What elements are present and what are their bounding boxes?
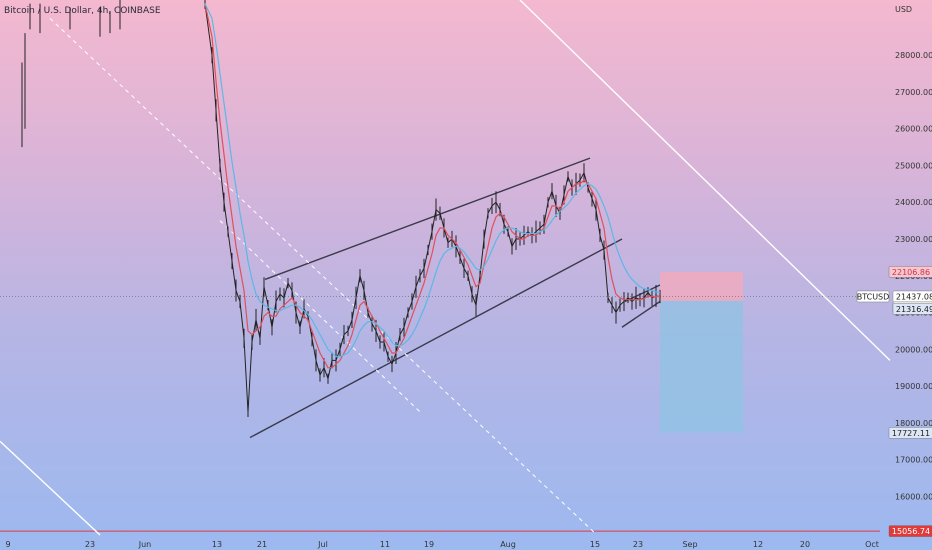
channel-lower-line <box>249 238 623 439</box>
time-tick-label: 13 <box>212 540 222 549</box>
price-tick-label: 19000.00 <box>895 382 932 391</box>
horizontal-line-label-bg <box>888 525 932 537</box>
white-trend-line-right <box>519 0 891 361</box>
slow-ma-line <box>204 3 661 358</box>
stop-price-label-text: 22106.86 <box>892 268 930 277</box>
white-dashed-line-2 <box>219 220 421 413</box>
time-tick-label: Jun <box>138 540 152 549</box>
price-tick-label: 27000.00 <box>895 88 932 97</box>
time-tick-label: Oct <box>865 540 879 549</box>
time-tick-label: 11 <box>380 540 390 549</box>
price-series-line <box>204 3 661 413</box>
symbol-label: BTCUSD <box>856 290 890 303</box>
target-price-label-bg <box>888 427 932 439</box>
time-tick-label: 21 <box>257 540 267 549</box>
price-axis-unit: USD <box>895 5 912 14</box>
wedge-upper-line <box>624 284 661 303</box>
entry-price-label-bg <box>892 303 932 315</box>
horizontal-line-label: 15056.74 <box>888 525 932 537</box>
time-tick-label: Sep <box>682 540 697 549</box>
time-tick-label: 23 <box>633 540 643 549</box>
time-tick-label: 12 <box>753 540 763 549</box>
price-tick-label: 25000.00 <box>895 161 932 170</box>
price-tick-label: 20000.00 <box>895 345 932 354</box>
time-tick-label: 15 <box>590 540 600 549</box>
entry-price-label-text: 21316.49 <box>896 305 932 314</box>
time-tick-label: Aug <box>500 540 516 549</box>
symbol-label-bg <box>856 290 890 303</box>
time-tick-label: Jul <box>317 540 328 549</box>
target-price-label-text: 17727.11 <box>892 429 930 438</box>
price-tick-label: 17000.00 <box>895 456 932 465</box>
stop-price-label-bg <box>888 266 932 278</box>
position-target-zone <box>660 300 743 433</box>
entry-price-label: 21316.49 <box>892 303 932 315</box>
stop-price-label: 22106.86 <box>888 266 932 278</box>
horizontal-line-label-text: 15056.74 <box>892 527 930 536</box>
symbol-label-text: BTCUSD <box>857 292 890 301</box>
time-tick-label: 20 <box>800 540 810 549</box>
current-price-label: 21437.08 <box>892 290 932 303</box>
wedge-lower-line <box>621 300 661 328</box>
fast-ma-line <box>204 3 661 369</box>
current-price-label-text: 21437.08 <box>896 292 932 301</box>
time-tick-label: 19 <box>424 540 434 549</box>
price-tick-label: 16000.00 <box>895 492 932 501</box>
time-tick-label: 23 <box>85 540 95 549</box>
price-tick-label: 24000.00 <box>895 198 932 207</box>
position-stop-zone <box>660 271 743 301</box>
price-tick-label: 28000.00 <box>895 51 932 60</box>
time-tick-label: 9 <box>5 540 10 549</box>
price-tick-label: 23000.00 <box>895 235 932 244</box>
white-trend-line-left <box>0 440 101 536</box>
chart-title: Bitcoin / U.S. Dollar, 4h, COINBASE <box>4 6 161 16</box>
price-tick-label: 26000.00 <box>895 125 932 134</box>
price-tick-label: 18000.00 <box>895 419 932 428</box>
target-price-label: 17727.11 <box>888 427 932 439</box>
channel-upper-line <box>264 157 591 281</box>
white-dashed-line-1 <box>49 18 596 534</box>
